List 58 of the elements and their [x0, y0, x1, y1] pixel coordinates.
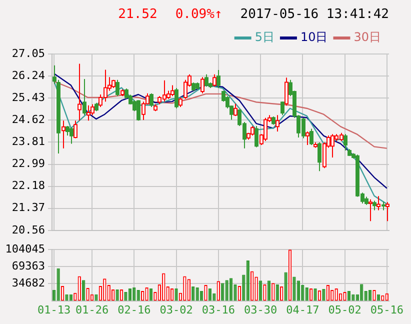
candlestick: [368, 198, 372, 222]
candlestick: [62, 120, 66, 149]
legend-label: 10日: [300, 30, 328, 44]
text: 21.52: [118, 6, 158, 22]
legend-label: 5日: [254, 30, 274, 44]
candlestick: [78, 63, 82, 122]
candlestick: [116, 79, 120, 97]
candlestick: [234, 103, 238, 116]
y-tick-label: 24.62: [12, 112, 45, 126]
candlestick: [178, 96, 182, 108]
candlestick: [150, 92, 154, 108]
candlestick: [386, 202, 390, 222]
y-tick-label: 25.43: [12, 90, 45, 104]
y-tick-label: 27.05: [12, 46, 45, 60]
candlestick: [82, 78, 86, 116]
candlestick: [310, 128, 314, 146]
candlestick: [250, 126, 254, 136]
y-tick-label: 23.81: [12, 134, 45, 148]
y-tick-label: 22.99: [12, 157, 45, 170]
candlestick: [174, 87, 178, 109]
x-tick-label: 03-02: [160, 303, 193, 316]
candlestick: [318, 142, 322, 172]
x-tick-label: 01-26: [75, 303, 109, 316]
x-tick-label: 04-17: [286, 303, 320, 316]
y-tick-label: 104045: [5, 242, 45, 256]
legend-label: 30日: [354, 30, 382, 44]
x-tick-label: 03-16: [202, 303, 235, 316]
candlestick: [276, 114, 280, 132]
y-tick-label: 34682: [12, 276, 45, 290]
x-tick-label: 05-02: [328, 303, 362, 316]
candlestick: [254, 126, 258, 148]
candlestick: [170, 84, 174, 97]
candlestick: [70, 126, 74, 144]
text: 2017-05-16 13:41:42: [240, 6, 389, 22]
candlestick: [86, 104, 90, 122]
candlestick: [280, 101, 284, 116]
y-tick-label: 21.37: [12, 201, 45, 214]
y-tick-label: 26.24: [12, 68, 46, 82]
candlestick: [212, 74, 216, 88]
candlestick: [330, 134, 334, 158]
y-tick-label: 20.56: [12, 223, 45, 236]
candlestick: [284, 77, 288, 106]
candlestick: [204, 74, 208, 88]
x-tick-label: 05-16: [370, 303, 404, 316]
candlestick: [264, 117, 268, 142]
candlestick: [306, 130, 310, 146]
candlestick: [74, 120, 78, 139]
candlestick: [200, 76, 204, 94]
x-tick-label: 03-30: [244, 303, 278, 316]
candlestick: [216, 70, 220, 88]
x-tick-label: 01-13: [38, 303, 71, 316]
y-tick-label: 69363: [12, 260, 45, 273]
text: 0.09%↑: [175, 6, 222, 22]
x-tick-label: 02-16: [118, 303, 151, 316]
y-tick-label: 22.18: [12, 179, 45, 192]
candlestick: [136, 100, 140, 122]
candlestick: [376, 196, 380, 211]
candlestick: [372, 200, 376, 211]
